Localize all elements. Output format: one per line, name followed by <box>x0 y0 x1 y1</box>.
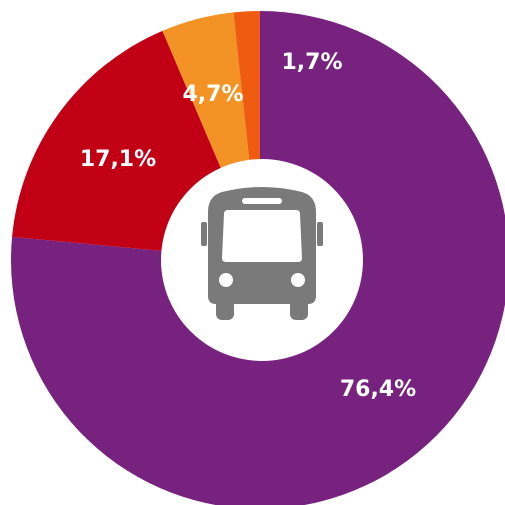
data-label: 76,4% <box>340 377 416 402</box>
data-label: 1,7% <box>281 50 342 75</box>
bus-windshield <box>222 210 302 262</box>
bus-light <box>291 273 305 287</box>
bus-sign <box>242 198 282 204</box>
data-label: 4,7% <box>182 82 243 107</box>
data-label: 17,1% <box>80 147 156 172</box>
bus-light <box>219 273 233 287</box>
labels: 76,4% 17,1% 4,7% 1,7% <box>80 50 416 402</box>
slice <box>11 11 505 505</box>
